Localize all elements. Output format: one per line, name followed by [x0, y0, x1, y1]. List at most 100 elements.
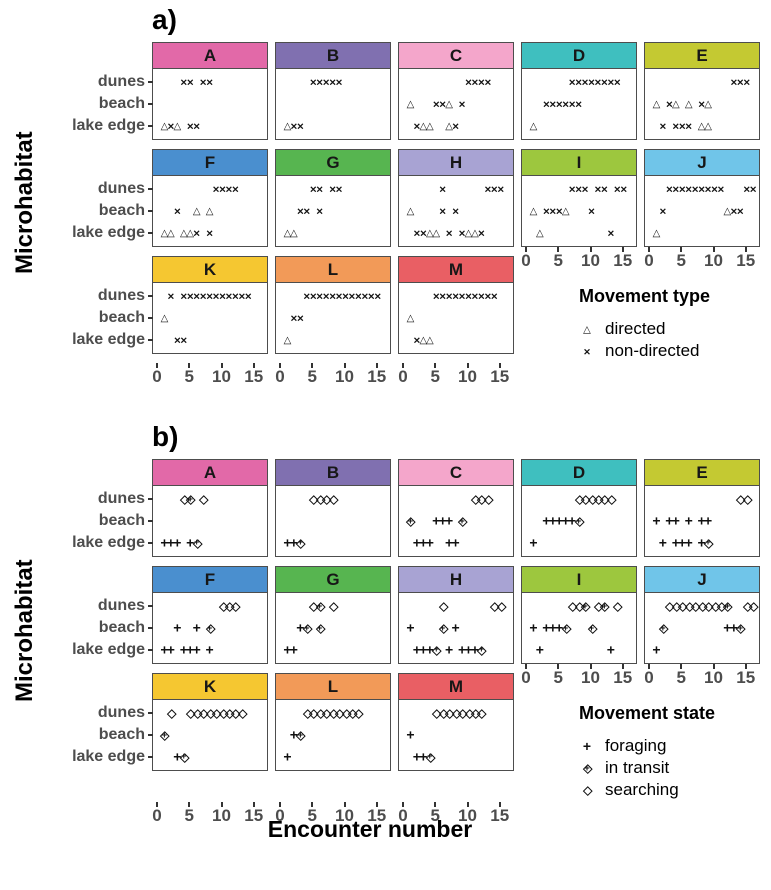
point-foraging: [445, 521, 453, 522]
point-non-directed: [439, 211, 447, 212]
facet-I: I 0 5 10 15: [521, 149, 637, 270]
facet-plot-F: dunes beach lake edge: [72, 593, 268, 664]
x-tick: [525, 247, 527, 252]
x-tick: [466, 802, 469, 807]
facet-plot-D: [521, 486, 637, 557]
point-in-transit: [574, 517, 583, 526]
facet-M: M 0 5 10 15: [398, 256, 514, 386]
point-directed: [407, 210, 415, 212]
point-foraging: [426, 542, 434, 543]
x-tick-label: 0: [398, 367, 408, 386]
x-tick-label: 10: [458, 806, 477, 825]
x-tick-label: 5: [307, 367, 317, 386]
x-tick: [220, 363, 223, 368]
x-tick: [648, 247, 650, 252]
y-axis-label-dunes: dunes: [97, 490, 145, 508]
facet-header-M: M: [398, 256, 514, 283]
point-non-directed: [335, 82, 343, 83]
facet-header-D: D: [521, 459, 637, 486]
x-tick-label: 15: [736, 251, 756, 270]
y-tick: [148, 734, 153, 736]
point-non-directed: [445, 232, 453, 233]
x-tick-label: 15: [367, 367, 387, 386]
facet-header-H: H: [398, 566, 514, 593]
x-tick: [466, 363, 469, 368]
facet-M: M 0 5 10 15: [398, 673, 514, 825]
facet-plot-B: [275, 69, 391, 140]
point-searching: [166, 709, 175, 718]
y-axis-label-lake-edge: lake edge: [72, 116, 145, 134]
x-tick: [557, 664, 560, 669]
point-searching: [477, 709, 486, 718]
x-axis-J: 0 5 10 15: [644, 664, 760, 688]
x-tick-label: 10: [335, 806, 354, 825]
x-axis-J: 0 5 10 15: [644, 247, 760, 271]
x-tick: [589, 247, 592, 252]
y-axis-label-beach: beach: [98, 512, 145, 529]
x-tick-label: 5: [676, 251, 686, 270]
facet-D: D: [521, 42, 637, 140]
point-foraging: [704, 521, 712, 522]
point-non-directed: [659, 211, 667, 212]
x-tick-label: 15: [613, 668, 633, 687]
point-non-directed: [245, 296, 253, 297]
facet-header-E: E: [644, 459, 760, 486]
point-non-directed: [581, 189, 589, 190]
point-non-directed: [458, 104, 466, 105]
point-in-transit: [458, 517, 467, 526]
facet-J: J 0 5 10 15: [644, 566, 760, 687]
x-tick: [621, 247, 624, 252]
point-in-transit: [406, 517, 415, 526]
point-foraging: [193, 649, 201, 650]
facet-header-I: I: [521, 149, 637, 176]
point-foraging: [685, 521, 693, 522]
facet-plot-G: [275, 593, 391, 664]
point-directed: [161, 317, 169, 319]
point-non-directed: [297, 125, 305, 126]
facet-header-A: A: [152, 42, 268, 69]
legend-label: directed: [605, 319, 666, 338]
x-tick: [375, 802, 378, 807]
x-tick-label: 15: [490, 806, 510, 825]
facet-header-A: A: [152, 459, 268, 486]
point-non-directed: [439, 189, 447, 190]
y-axis-label-beach: beach: [98, 202, 145, 219]
point-foraging: [652, 521, 660, 522]
point-foraging: [406, 628, 414, 629]
facet-plot-I: [521, 593, 637, 664]
x-tick: [252, 363, 255, 368]
y-axis-title: Microhabitat: [11, 131, 38, 274]
point-directed: [193, 210, 201, 212]
y-tick: [148, 210, 153, 212]
facet-plot-D: [521, 69, 637, 140]
facet-plot-F: dunes beach lake edge: [72, 176, 268, 247]
point-foraging: [173, 542, 181, 543]
x-tick: [375, 363, 378, 368]
point-searching: [742, 495, 751, 504]
facet-plot-J: [644, 593, 760, 664]
point-searching: [483, 495, 492, 504]
facet-plot-I: [521, 176, 637, 247]
facet-header-K: K: [152, 256, 268, 283]
point-non-directed: [743, 82, 751, 83]
x-tick-label: 15: [244, 806, 264, 825]
point-non-directed: [484, 82, 492, 83]
x-tick: [525, 664, 527, 669]
facet-plot-M: [398, 700, 514, 771]
point-directed: [407, 103, 415, 105]
facet-plot-G: [275, 176, 391, 247]
y-axis-label-dunes: dunes: [97, 73, 145, 91]
point-non-directed: [297, 318, 305, 319]
point-non-directed: [316, 211, 324, 212]
legend-label: searching: [605, 780, 679, 799]
point-searching: [237, 709, 246, 718]
point-non-directed: [497, 189, 505, 190]
point-searching: [749, 602, 758, 611]
x-tick-label: 5: [553, 251, 563, 270]
x-tick-label: 15: [367, 806, 387, 825]
facet-header-G: G: [275, 149, 391, 176]
